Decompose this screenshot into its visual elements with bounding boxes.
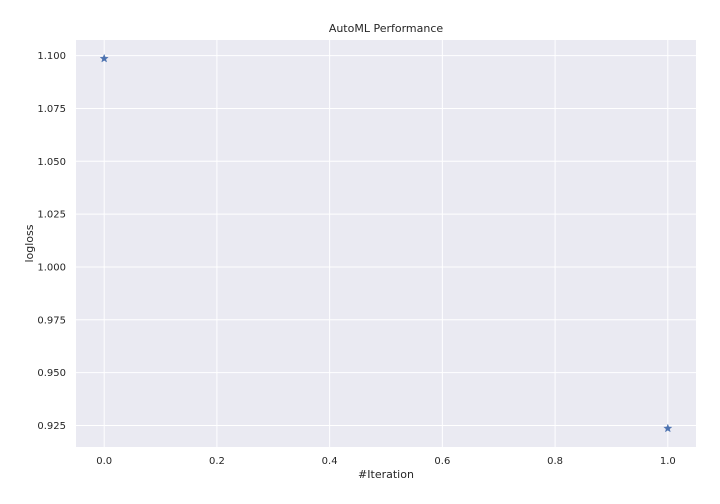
y-tick-label: 1.075	[37, 104, 66, 115]
data-point-star	[99, 53, 109, 63]
x-tick-label: 0.2	[209, 456, 225, 467]
y-tick-label: 1.100	[37, 51, 66, 62]
y-tick-label: 0.950	[37, 368, 66, 379]
x-tick-label: 1.0	[660, 456, 676, 467]
y-tick-labels: 0.925 0.950 0.975 1.000 1.025 1.050 1.075 1.100	[37, 51, 66, 432]
y-axis-label: logloss	[23, 224, 36, 262]
x-tick-label: 0.4	[322, 456, 338, 467]
y-tick-label: 1.025	[37, 210, 66, 221]
x-tick-label: 0.6	[434, 456, 450, 467]
plot-area	[76, 40, 696, 447]
x-tick-label: 0.0	[96, 456, 112, 467]
grid-lines	[76, 40, 696, 447]
x-axis-label: #Iteration	[358, 468, 414, 481]
data-point-star	[663, 423, 673, 433]
y-tick-label: 1.000	[37, 262, 66, 273]
y-tick-label: 0.925	[37, 421, 66, 432]
x-tick-labels: 0.0 0.2 0.4 0.6 0.8 1.0	[96, 456, 676, 467]
data-points	[99, 53, 673, 433]
y-tick-label: 1.050	[37, 157, 66, 168]
chart-title: AutoML Performance	[329, 22, 444, 35]
y-tick-label: 0.975	[37, 315, 66, 326]
x-tick-label: 0.8	[547, 456, 563, 467]
